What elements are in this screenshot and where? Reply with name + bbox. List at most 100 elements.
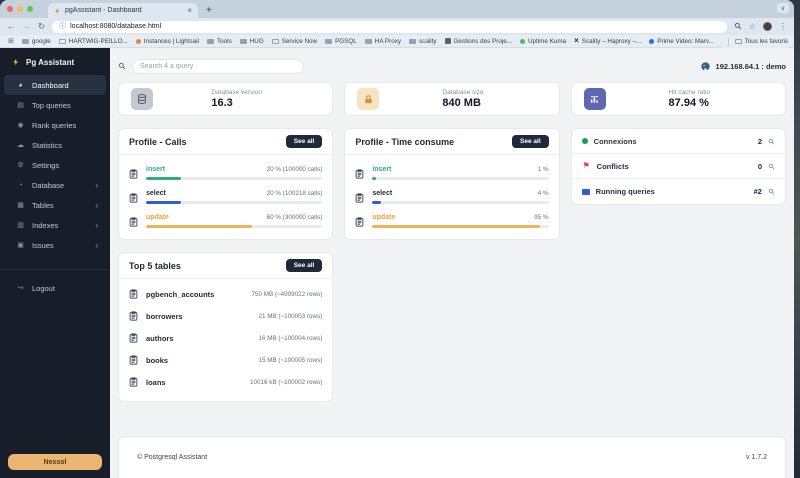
stat-card-version: Database version 16.3: [118, 82, 334, 116]
nav-item-icon: [16, 162, 25, 169]
main-content: 192.168.64.1 : demo Database version 16.…: [110, 48, 794, 478]
apps-grid-icon[interactable]: ⊞: [8, 38, 14, 45]
sidebar-item[interactable]: Statistics: [4, 135, 106, 155]
nav-item-label: Tables: [32, 200, 54, 210]
bookmark-icon: [519, 38, 525, 44]
search-tabs-icon[interactable]: [734, 22, 742, 32]
query-stat-value: 60 % (300000 calls): [266, 214, 323, 221]
tab-title: pgAssistant - Dashboard: [65, 7, 142, 14]
table-name: books: [146, 355, 169, 365]
all-bookmarks-button[interactable]: Tous les favoris: [734, 38, 788, 45]
nav-item-label: Database: [32, 180, 65, 190]
app-name: Pg Assistant: [26, 57, 75, 67]
magnifier-icon[interactable]: [768, 138, 775, 145]
tab-close-icon[interactable]: ×: [187, 5, 192, 15]
search-icon: [118, 62, 126, 70]
profile-calls-panel: Profile - Calls See all: [118, 128, 334, 240]
sidebar-item[interactable]: Dashboard: [4, 75, 106, 95]
site-info-icon[interactable]: ⓘ: [59, 23, 67, 30]
bookmark-icon: [58, 38, 66, 44]
magnifier-icon[interactable]: [768, 188, 775, 195]
bookmark-item[interactable]: HARTWIG-PEILLO...: [58, 38, 128, 45]
clipboard-icon: [129, 333, 138, 343]
chevron-right-icon: ›: [95, 180, 98, 190]
nav-item-label: Top queries: [32, 100, 71, 110]
chevron-right-icon: ›: [95, 200, 98, 210]
bookmark-item[interactable]: HUG: [239, 37, 264, 45]
clipboard-icon: [129, 355, 138, 365]
magnifier-icon[interactable]: [768, 163, 775, 170]
sidebar-item[interactable]: Issues ›: [4, 235, 106, 255]
close-window-button[interactable]: [7, 6, 13, 12]
bookmark-item[interactable]: HA Proxy: [364, 38, 401, 45]
see-all-button[interactable]: See all: [512, 135, 549, 148]
clipboard-icon: [355, 217, 364, 227]
query-stat-value: 20 % (100218 calls): [266, 190, 323, 197]
bookmark-star-icon[interactable]: ☆: [748, 21, 756, 31]
bookmark-item[interactable]: Gestions des Proje...: [444, 38, 512, 45]
table-row[interactable]: borrowers 21 MB (~100003 rows): [119, 305, 332, 327]
lightning-icon: [12, 57, 20, 67]
sidebar-item[interactable]: Indexes ›: [4, 215, 106, 235]
bookmark-item[interactable]: Scality – Haproxy –...: [574, 37, 642, 45]
address-bar[interactable]: ⓘ localhost:8080/database.html: [52, 20, 727, 33]
logout-button[interactable]: Logout: [4, 278, 106, 298]
bookmark-icon: [21, 38, 29, 44]
bookmark-item[interactable]: google: [21, 38, 51, 45]
activity-row: Running queries #2: [572, 179, 785, 204]
nexsol-button[interactable]: Nexsol: [8, 454, 102, 470]
bookmark-label: HUG: [249, 37, 264, 45]
bookmark-item[interactable]: Uptime Kuma: [519, 38, 566, 45]
nav-item-icon: [16, 102, 25, 109]
reload-button[interactable]: ↻: [38, 21, 46, 32]
bookmark-item[interactable]: Prime Video: Marv...: [649, 38, 714, 45]
minimize-window-button[interactable]: [17, 6, 23, 12]
search-input[interactable]: [132, 58, 304, 74]
table-row[interactable]: loans 10016 kB (~100002 rows): [119, 371, 332, 393]
sidebar-item[interactable]: Database ›: [4, 175, 106, 195]
table-size: 21 MB (~100003 rows): [258, 312, 323, 320]
nav-item-label: Statistics: [32, 140, 63, 150]
query-stat-value: 4 %: [537, 190, 549, 197]
activity-row: Conflicts 0: [571, 154, 785, 179]
see-all-button[interactable]: See all: [285, 259, 323, 272]
progress-track: [372, 201, 549, 204]
table-row[interactable]: pgbench_accounts 750 MB (~4999022 rows): [119, 283, 332, 305]
sidebar-item[interactable]: Tables ›: [4, 195, 106, 215]
sidebar-item[interactable]: Rank queries: [4, 115, 106, 135]
maximize-window-button[interactable]: [27, 6, 33, 12]
back-button[interactable]: ←: [7, 21, 16, 32]
stat-card-cache: Hit cache ratio 87.94 %: [570, 82, 786, 116]
see-all-button[interactable]: See all: [285, 135, 323, 148]
sidebar-item[interactable]: Settings: [4, 155, 106, 175]
bookmark-item[interactable]: scality: [409, 38, 437, 45]
bookmark-item[interactable]: Instances | Lightsail: [135, 38, 199, 45]
toolbar-right: ☆ ⋮: [734, 22, 787, 32]
chart-board-icon: [583, 88, 606, 110]
nav-item-label: Settings: [32, 160, 60, 170]
new-tab-button[interactable]: +: [206, 5, 212, 16]
profile-row: select 4 %: [345, 183, 558, 207]
progress-fill: [372, 201, 382, 204]
bookmarks-right: Tous les favoris: [721, 35, 788, 48]
panel-title: Profile - Time consume: [355, 136, 455, 147]
menu-dots-icon[interactable]: ⋮: [779, 21, 787, 31]
forward-button[interactable]: →: [22, 21, 32, 32]
bookmark-label: Scality – Haproxy –...: [581, 37, 642, 45]
nav-item-icon: [16, 142, 25, 149]
bookmark-item[interactable]: Tools: [207, 38, 232, 45]
stat-card-size: Database size 840 MB: [344, 82, 560, 116]
nav-item-label: Issues: [32, 240, 54, 250]
table-row[interactable]: books 15 MB (~100005 rows): [119, 349, 332, 371]
browser-tab[interactable]: pgAssistant - Dashboard ×: [48, 3, 198, 18]
activity-value: #2: [753, 187, 762, 196]
bookmark-item[interactable]: Service Now: [271, 38, 317, 45]
sidebar-item[interactable]: Top queries: [4, 95, 106, 115]
tab-search-chevron-icon[interactable]: ∨: [777, 3, 789, 13]
version-text: v 1.7.2: [745, 454, 767, 461]
bookmarks-divider: [727, 37, 729, 46]
profile-avatar[interactable]: [763, 22, 772, 31]
activity-row: Connexions 2: [571, 129, 785, 154]
table-row[interactable]: authors 16 MB (~100004 rows): [119, 327, 332, 349]
bookmark-item[interactable]: PGSQL: [325, 38, 357, 45]
